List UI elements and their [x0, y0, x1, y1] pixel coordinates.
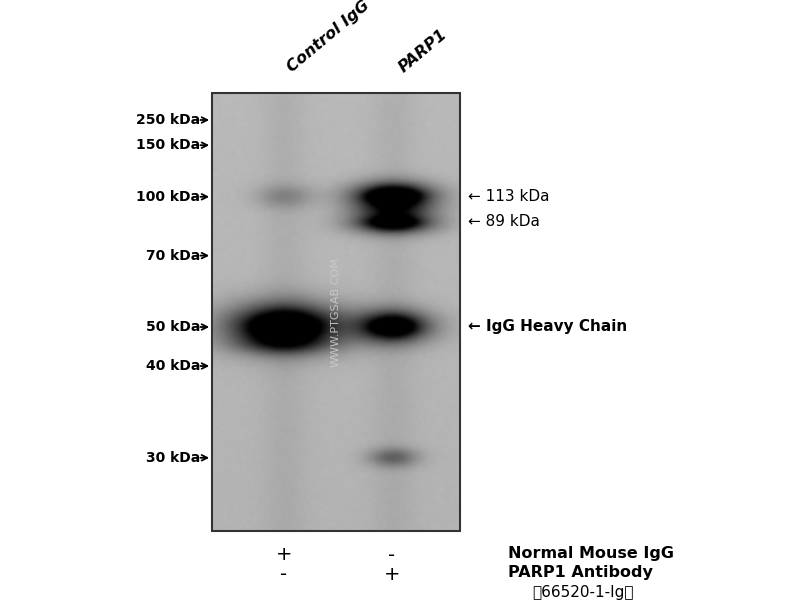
Text: 250 kDa: 250 kDa: [136, 113, 200, 127]
Text: +: +: [276, 545, 292, 565]
Text: -: -: [389, 545, 395, 565]
Text: ← 89 kDa: ← 89 kDa: [468, 214, 540, 229]
Text: ← IgG Heavy Chain: ← IgG Heavy Chain: [468, 319, 627, 335]
Text: PARP1: PARP1: [396, 26, 450, 75]
Text: ← 113 kDa: ← 113 kDa: [468, 189, 550, 204]
Text: 150 kDa: 150 kDa: [136, 138, 200, 152]
Text: 70 kDa: 70 kDa: [146, 248, 200, 263]
Text: Control IgG: Control IgG: [284, 0, 372, 75]
Text: 30 kDa: 30 kDa: [146, 451, 200, 465]
Text: （66520-1-Ig）: （66520-1-Ig）: [532, 584, 634, 600]
Bar: [212, 93, 460, 531]
Text: +: +: [384, 565, 400, 584]
Text: -: -: [281, 565, 287, 584]
Text: WWW.PTGSAB.COM: WWW.PTGSAB.COM: [331, 257, 341, 367]
Text: 40 kDa: 40 kDa: [146, 359, 200, 373]
Text: PARP1 Antibody: PARP1 Antibody: [508, 565, 653, 581]
Text: 100 kDa: 100 kDa: [136, 190, 200, 204]
Text: Normal Mouse IgG: Normal Mouse IgG: [508, 546, 674, 560]
Text: 50 kDa: 50 kDa: [146, 320, 200, 334]
